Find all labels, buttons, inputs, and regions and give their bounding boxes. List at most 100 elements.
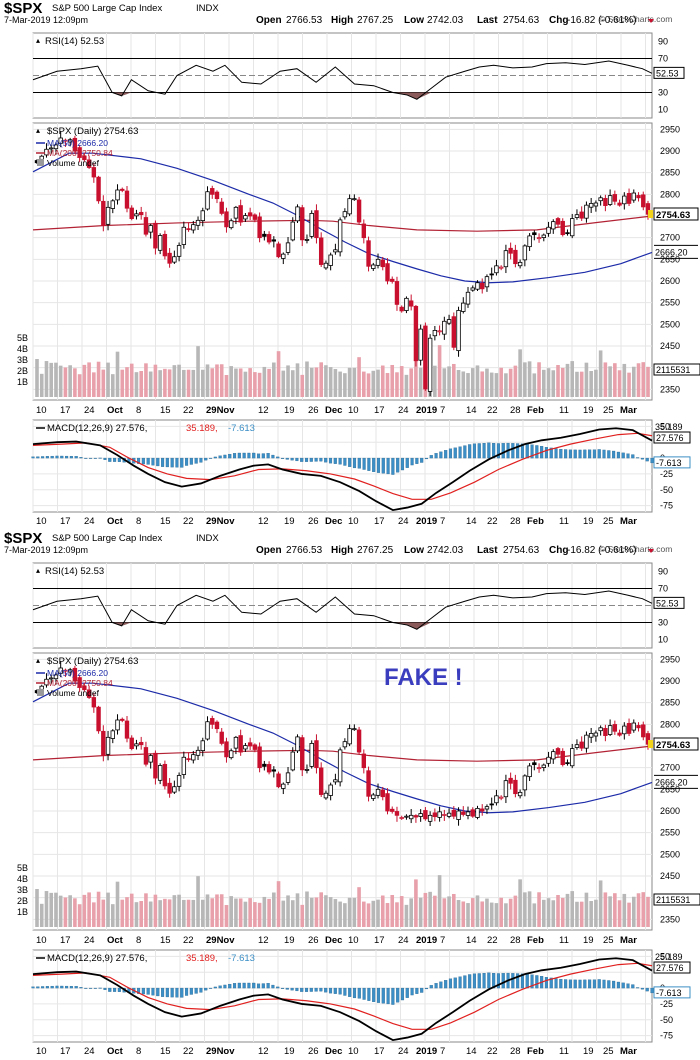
macd-histogram-bar <box>420 987 424 993</box>
volume-bar <box>366 373 371 397</box>
macd-histogram-bar <box>535 445 539 459</box>
volume-bar <box>44 361 49 397</box>
volume-bar <box>347 897 352 927</box>
volume-bar <box>513 365 518 397</box>
macd-tick: -75 <box>660 1031 673 1041</box>
volume-bar <box>447 366 451 397</box>
macd-signal-label: 35.189, <box>186 423 218 434</box>
candle-body <box>517 791 523 797</box>
macd-histogram-bar <box>113 987 117 992</box>
volume-bar <box>594 369 598 397</box>
ma50-legend: MA(50) 2666.20 <box>47 138 108 148</box>
macd-histogram-bar <box>60 455 64 459</box>
macd-histogram-bar <box>309 457 313 462</box>
candle-body <box>371 794 376 799</box>
candle-body <box>480 808 485 812</box>
macd-histogram-bar <box>237 452 241 459</box>
candle-body <box>157 235 163 251</box>
candle-body <box>342 741 348 748</box>
rsi-label: RSI(14) 52.53 <box>45 36 104 47</box>
price-tick: 2600 <box>660 276 680 286</box>
volume-bar <box>617 370 622 397</box>
macd-histogram-bar <box>549 447 553 459</box>
volume-bar <box>272 892 276 927</box>
macd-tick: 50 <box>660 951 670 961</box>
macd-histogram-bar <box>621 452 625 459</box>
macd-histogram-bar <box>314 457 318 462</box>
volume-bar <box>248 368 252 397</box>
volume-bar <box>73 368 77 397</box>
candle-body <box>337 219 343 253</box>
watermark: © StockCharts.com <box>599 14 672 24</box>
candle-body <box>162 233 168 257</box>
candle-body <box>115 719 120 731</box>
candle-body <box>276 243 281 258</box>
volume-bar <box>309 367 314 397</box>
candle-body <box>390 278 395 282</box>
volume-bar <box>82 894 87 927</box>
candle-body <box>451 316 457 348</box>
candle-body <box>82 685 87 691</box>
macd-histogram-bar <box>242 452 246 459</box>
macd-histogram-bar <box>338 457 342 465</box>
candle-body <box>167 252 172 264</box>
volume-bar <box>541 369 546 397</box>
macd-histogram-bar <box>607 980 611 989</box>
x-tick-label: 7 <box>440 935 445 946</box>
x-tick-label: 19 <box>284 516 295 527</box>
volume-bar <box>537 362 541 397</box>
chg-label: Chg <box>549 15 568 26</box>
volume-tick: 2B <box>17 896 28 906</box>
candle-body <box>598 197 603 202</box>
candle-body <box>266 764 272 773</box>
macd-histogram-bar <box>208 987 213 989</box>
macd-histogram-bar <box>271 984 275 989</box>
volume-bar <box>475 895 480 927</box>
macd-histogram-bar <box>612 450 616 459</box>
volume-bar <box>390 364 395 397</box>
candle-body <box>408 814 414 820</box>
volume-bar <box>442 898 447 927</box>
candle-body <box>361 223 367 239</box>
candle-body <box>522 775 528 791</box>
volume-bar <box>546 898 551 927</box>
macd-label: MACD(12,26,9) 27.576, <box>47 953 147 964</box>
volume-bar <box>196 346 200 397</box>
macd-histogram-bar <box>386 457 390 475</box>
volume-bar <box>229 896 233 927</box>
volume-bar <box>470 368 475 397</box>
x-tick-label: 24 <box>398 516 409 527</box>
volume-bar <box>243 371 248 397</box>
volume-bar <box>77 374 82 397</box>
macd-histogram-bar <box>84 457 88 459</box>
candle-body <box>228 750 234 759</box>
volume-bar <box>186 369 191 397</box>
candle-body <box>342 211 348 218</box>
macd-histogram-bar <box>170 987 174 998</box>
macd-histogram-bar <box>530 444 534 459</box>
volume-bar <box>153 894 158 927</box>
volume-bar <box>139 371 144 397</box>
macd-histogram-bar <box>228 983 232 989</box>
candle-body <box>503 250 509 268</box>
macd-histogram-bar <box>50 985 54 989</box>
x-tick-label: 2019 <box>416 1046 437 1057</box>
volume-bar <box>433 895 437 927</box>
price-tick: 2550 <box>660 298 680 308</box>
candle-body <box>281 253 286 259</box>
volume-bar <box>390 894 395 927</box>
candle-body <box>380 259 385 268</box>
macd-histogram-bar <box>640 457 644 460</box>
volume-bar <box>177 894 181 927</box>
rsi-label: RSI(14) 52.53 <box>45 566 104 577</box>
volume-bar <box>541 899 546 927</box>
volume-bar <box>309 897 314 927</box>
x-tick-label: 8 <box>136 935 141 946</box>
x-tick-label: 10 <box>36 1046 47 1057</box>
index-name: S&P 500 Large Cap Index <box>52 533 162 544</box>
candle-body <box>172 256 177 263</box>
macd-histogram-bar <box>165 457 169 468</box>
candle-body <box>82 155 87 161</box>
candle-body <box>96 706 101 732</box>
candle-body <box>53 674 59 680</box>
